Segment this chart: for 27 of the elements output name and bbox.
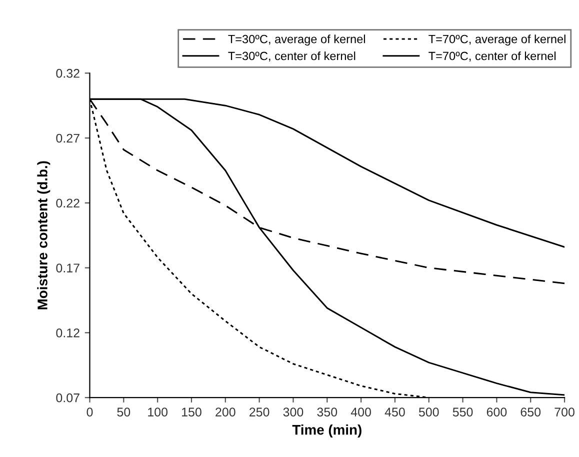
x-tick-label: 0 xyxy=(86,408,93,416)
x-tick-label: 100 xyxy=(148,408,168,416)
y-tick-label: 0.22 xyxy=(56,198,80,208)
y-tick-label: 0.17 xyxy=(56,264,80,272)
x-tick-label: 450 xyxy=(384,408,405,416)
legend-label: T=30ºC, center of kernel xyxy=(228,51,356,62)
x-tick-label: 250 xyxy=(250,408,270,416)
x-tick-label: 500 xyxy=(418,408,439,416)
y-tick-label: 0.12 xyxy=(56,328,80,338)
y-tick-label: 0.27 xyxy=(56,134,80,143)
x-tick-label: 300 xyxy=(283,408,304,416)
y-tick-label: 0.32 xyxy=(56,68,80,78)
x-tick-label: 700 xyxy=(554,408,574,416)
x-tick-label: 600 xyxy=(486,408,507,416)
legend-label: T=70ºC, average of kernel xyxy=(428,34,566,46)
x-tick-label: 50 xyxy=(117,408,130,416)
y-tick-label: 0.07 xyxy=(56,393,80,402)
x-tick-label: 200 xyxy=(216,408,236,416)
x-tick-label: 650 xyxy=(520,408,541,416)
x-tick-label: 150 xyxy=(182,408,202,416)
x-tick-label: 350 xyxy=(317,408,338,416)
x-axis-title: Time (min) xyxy=(292,424,362,438)
y-axis-title: Moisture content (d.b.) xyxy=(37,161,50,310)
x-tick-label: 400 xyxy=(350,408,371,416)
legend-label: T=30ºC, average of kernel xyxy=(228,34,365,46)
x-tick-label: 550 xyxy=(452,408,473,416)
legend-label: T=70ºC, center of kernel xyxy=(428,51,556,62)
